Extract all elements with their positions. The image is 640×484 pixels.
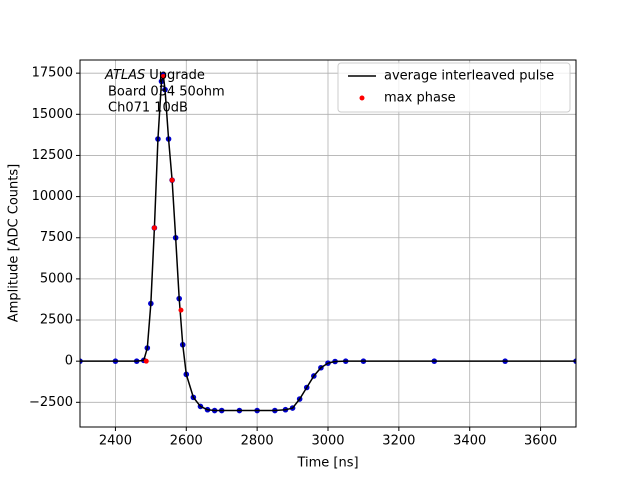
annotation-line: Ch071 10dB [108,101,188,116]
y-tick-label: 7500 [40,230,73,245]
y-tick-label: 15000 [32,107,73,122]
annotation: ATLAS Upgrade [104,68,205,83]
max-phase-point [169,177,175,183]
x-tick-label: 2800 [241,434,274,449]
max-phase-point [160,73,166,79]
pulse-line [80,74,576,412]
y-tick-label: 10000 [32,189,73,204]
x-tick-label: 3000 [311,434,344,449]
x-tick-label: 2400 [99,434,132,449]
annotation-line: Board 034 50ohm [108,85,225,100]
plot-area [80,72,576,414]
y-tick-label: 12500 [32,148,73,163]
legend-box [337,62,571,113]
y-tick-label: 2500 [40,313,73,328]
annotation-line: Upgrade [149,68,205,83]
grid [80,60,576,427]
x-tick-label: 2600 [170,434,203,449]
annotation-italic: ATLAS [104,68,145,83]
y-tick-label: −2500 [29,395,73,410]
x-tick-label: 3200 [382,434,415,449]
y-tick-label: 17500 [32,66,73,81]
y-tick-label: 5000 [40,271,73,286]
x-axis-label: Time [ns] [296,456,358,471]
legend-label: max phase [384,91,456,106]
legend: average interleaved pulse max phase [337,62,571,113]
legend-label: average interleaved pulse [384,69,554,84]
ticks: 2400 2600 2800 3000 3200 3400 3600 −2500 0 2500 50… [29,66,557,449]
y-axis-label: Amplitude [ADC Counts] [7,164,22,322]
x-tick-label: 3400 [453,434,486,449]
max-phase-point [143,358,149,364]
x-tick-label: 3600 [524,434,557,449]
legend-marker [359,95,365,101]
max-phase-point [178,307,184,313]
y-tick-label: 0 [65,354,73,369]
max-phase-point [151,225,157,231]
